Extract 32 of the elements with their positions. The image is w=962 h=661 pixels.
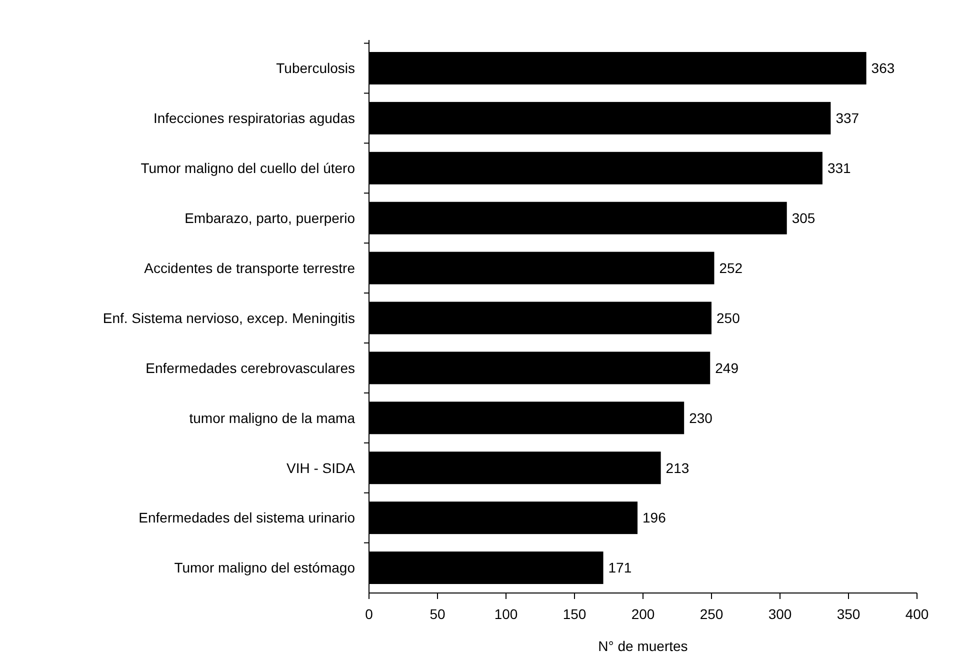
- data-label: 249: [715, 360, 739, 376]
- x-tick-label: 400: [905, 606, 929, 622]
- data-label: 337: [836, 110, 860, 126]
- data-label: 331: [827, 160, 852, 176]
- x-tick-label: 200: [631, 606, 655, 622]
- x-tick-label: 0: [365, 606, 374, 622]
- x-tick-label: 300: [768, 606, 792, 622]
- data-label: 363: [871, 60, 895, 76]
- y-tick-label: tumor maligno de la mama: [189, 410, 356, 426]
- y-tick-label: VIH - SIDA: [286, 460, 356, 476]
- y-tick-label: Enf. Sistema nervioso, excep. Meningitis: [102, 310, 355, 326]
- data-label: 171: [608, 560, 632, 576]
- data-label: 252: [719, 260, 743, 276]
- y-tick-label: Enfermedades cerebrovasculares: [146, 360, 355, 376]
- y-tick-label: Infecciones respiratorias agudas: [153, 110, 355, 126]
- data-label: 250: [716, 310, 740, 326]
- y-tick-label: Tumor maligno del cuello del útero: [140, 160, 356, 176]
- x-tick-label: 100: [494, 606, 518, 622]
- data-label: 196: [642, 510, 666, 526]
- y-tick-label: Tuberculosis: [276, 60, 355, 76]
- x-tick-label: 250: [700, 606, 724, 622]
- y-tick-label: Accidentes de transporte terrestre: [144, 260, 356, 276]
- data-label: 305: [792, 210, 816, 226]
- x-tick-label: 150: [562, 606, 586, 622]
- x-tick-label: 50: [430, 606, 446, 622]
- y-tick-label: Enfermedades del sistema urinario: [138, 510, 356, 526]
- y-tick-label: Embarazo, parto, puerperio: [184, 210, 356, 226]
- data-label: 230: [689, 410, 713, 426]
- x-tick-label: 350: [836, 606, 860, 622]
- y-tick-label: Tumor maligno del estómago: [174, 560, 356, 576]
- x-axis-title: N° de muertes: [598, 638, 688, 654]
- data-label: 213: [666, 460, 690, 476]
